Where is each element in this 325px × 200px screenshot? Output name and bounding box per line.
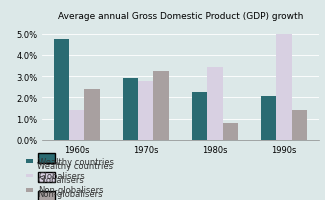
Text: Non-globalisers: Non-globalisers [37, 190, 103, 198]
Bar [123, 79, 138, 140]
Text: Globalisers: Globalisers [38, 171, 85, 180]
Text: Wealthy countries: Wealthy countries [37, 161, 113, 170]
Bar [153, 71, 169, 140]
Bar [192, 93, 207, 140]
Bar [54, 40, 69, 140]
Bar [261, 97, 276, 140]
Bar [138, 82, 153, 140]
Bar [207, 67, 223, 140]
Bar [223, 123, 238, 140]
Bar [276, 35, 292, 140]
Text: Non-globalisers: Non-globalisers [38, 186, 104, 195]
Bar [84, 89, 99, 140]
Bar [292, 110, 307, 140]
Text: Wealthy countries: Wealthy countries [38, 157, 114, 166]
Title: Average annual Gross Domestic Product (GDP) growth: Average annual Gross Domestic Product (G… [58, 12, 303, 20]
Text: Globalisers: Globalisers [37, 175, 84, 184]
Bar [69, 110, 84, 140]
